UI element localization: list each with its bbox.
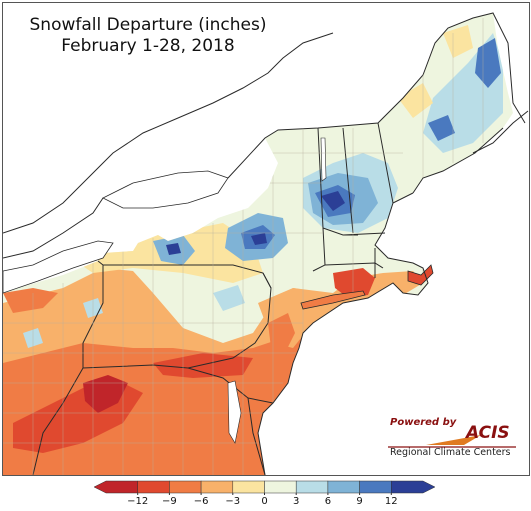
legend-swatch xyxy=(200,480,234,494)
acis-logo: Powered by ACIS Regional Climate Centers xyxy=(386,417,518,465)
lake-champlain xyxy=(320,137,327,182)
legend-tick-label: 9 xyxy=(356,496,363,507)
legend-swatch xyxy=(93,480,138,494)
legend-swatch xyxy=(391,480,436,494)
legend-swatch xyxy=(137,480,170,494)
long-island xyxy=(300,290,366,310)
legend-swatch xyxy=(264,480,297,494)
chesapeake-bay xyxy=(227,380,242,444)
legend-swatch xyxy=(295,480,329,494)
color-legend: −12 −9 −6 −3 0 3 6 9 12 xyxy=(92,479,437,509)
acis-swoosh-icon xyxy=(388,435,516,448)
coastline xyxy=(257,192,429,475)
legend-tick-label: −3 xyxy=(225,496,241,507)
legend-swatch xyxy=(327,480,360,494)
legend-colorbar xyxy=(93,480,436,495)
legend-tick-label: 3 xyxy=(293,496,300,507)
acis-org: Regional Climate Centers xyxy=(390,447,511,458)
acis-name: ACIS xyxy=(466,423,510,443)
legend-tick-label: −9 xyxy=(162,496,177,507)
maine-coast xyxy=(412,127,504,194)
powered-by-label: Powered by xyxy=(390,417,457,428)
legend-swatch xyxy=(232,480,265,494)
map-subtitle: February 1-28, 2018 xyxy=(61,36,235,56)
legend-swatch xyxy=(169,480,202,494)
legend-tick-label: −6 xyxy=(193,496,209,507)
snowfall-departure-map xyxy=(3,12,529,475)
map-title: Snowfall Departure (inches) xyxy=(29,15,267,35)
map-frame: Snowfall Departure (inches) February 1-2… xyxy=(2,2,530,476)
county-lines xyxy=(3,18,484,475)
legend-swatch xyxy=(359,480,392,494)
legend-tick-label: 12 xyxy=(384,496,398,507)
canada-border xyxy=(3,12,526,259)
legend-tick-label: 0 xyxy=(261,496,268,507)
legend-tick-label: −12 xyxy=(127,496,149,507)
cape-cod xyxy=(407,264,434,286)
canada-coast xyxy=(3,32,529,234)
legend-tick-label: 6 xyxy=(324,496,332,507)
lake-erie xyxy=(3,240,114,294)
lake-ontario xyxy=(102,170,229,209)
